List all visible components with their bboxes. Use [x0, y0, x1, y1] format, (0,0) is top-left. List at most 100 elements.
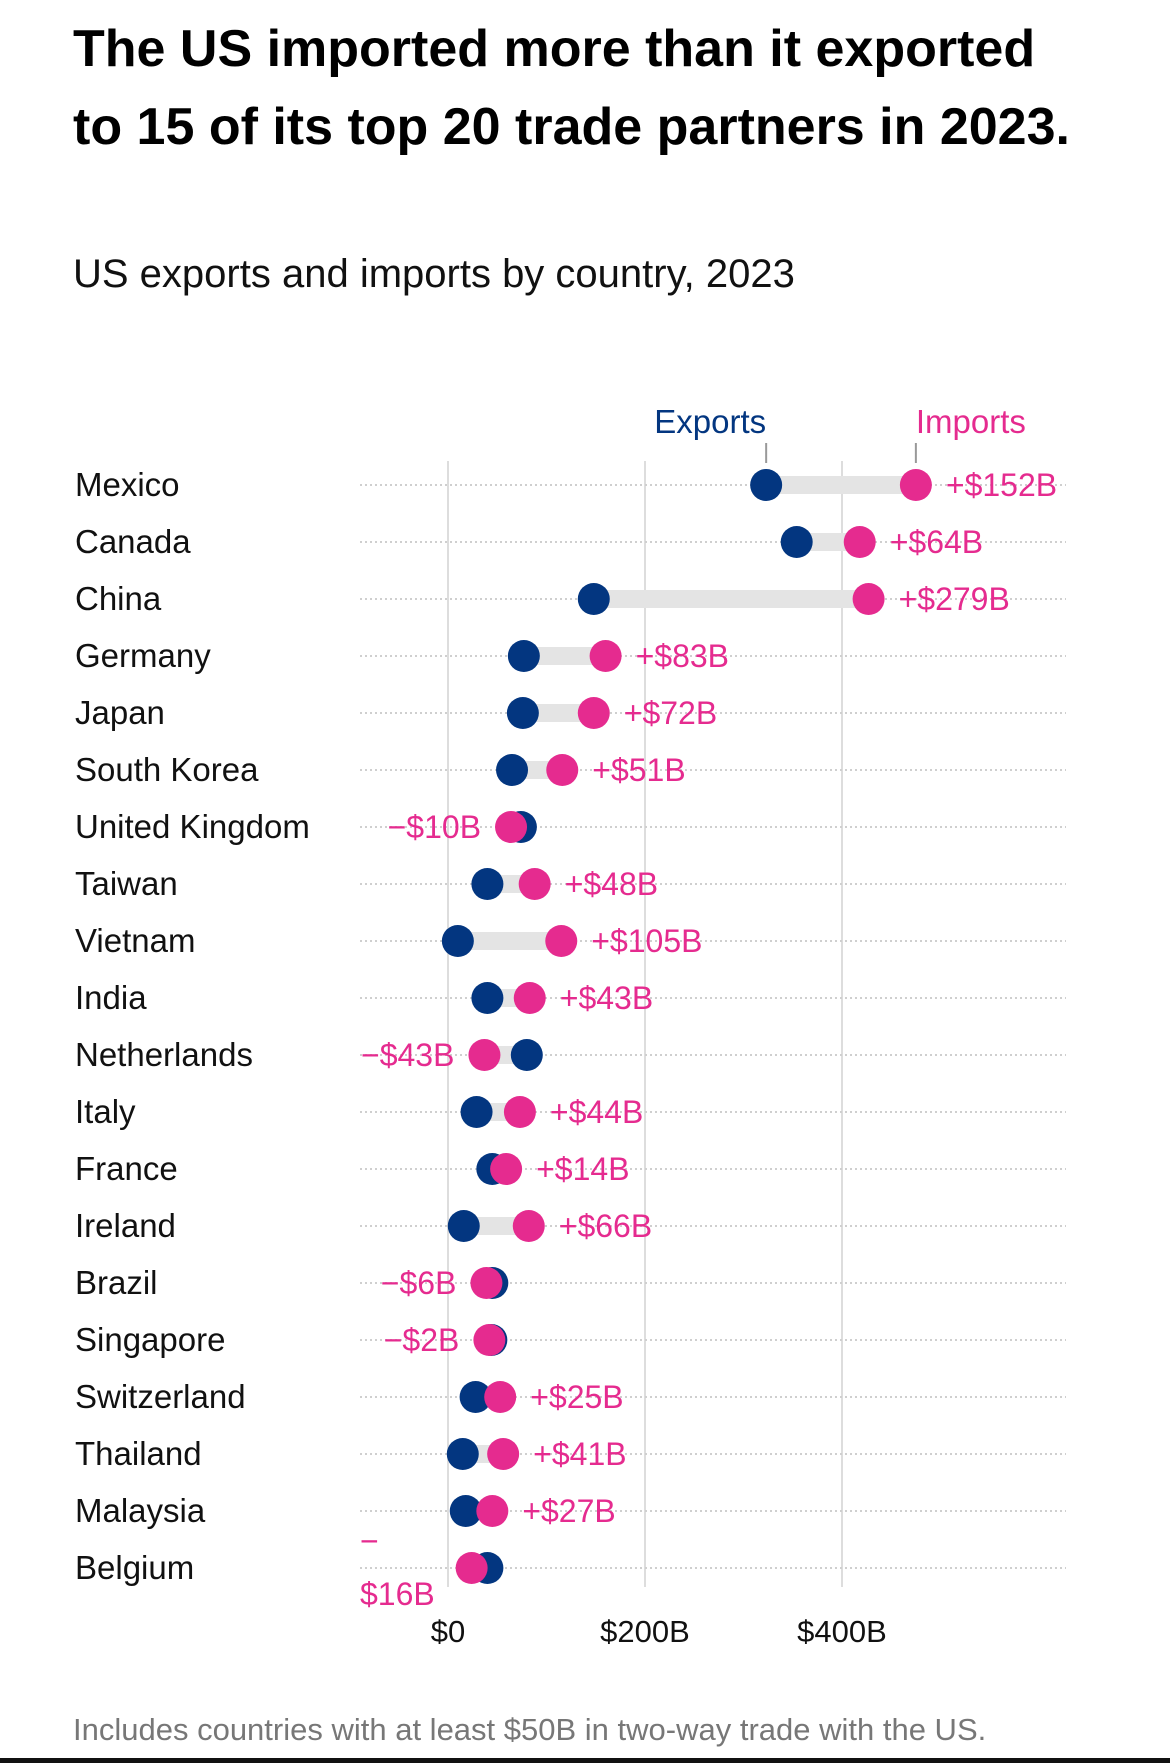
- row-japan: Japan +$72B: [75, 694, 1066, 731]
- balance-label: +$48B: [565, 866, 658, 902]
- exports-dot: [446, 1438, 479, 1470]
- balance-label: +$66B: [559, 1208, 652, 1244]
- balance-label: +$41B: [533, 1436, 626, 1472]
- row-united-kingdom: United Kingdom −$10B: [75, 808, 1066, 845]
- exports-dot: [441, 925, 474, 957]
- country-label: Belgium: [75, 1549, 194, 1586]
- row-mexico: Mexico +$152B: [75, 466, 1066, 503]
- row-netherlands: Netherlands −$43B: [75, 1036, 1066, 1073]
- imports-dot: [468, 1039, 501, 1071]
- bottom-rule: [0, 1758, 1170, 1763]
- country-label: Singapore: [75, 1321, 225, 1358]
- imports-dot: [843, 526, 876, 558]
- country-label: Malaysia: [75, 1492, 206, 1529]
- balance-label: +$44B: [550, 1094, 643, 1130]
- row-taiwan: Taiwan +$48B: [75, 865, 1066, 902]
- balance-label-sign: −: [360, 1523, 379, 1559]
- country-label: Netherlands: [75, 1036, 253, 1073]
- row-switzerland: Switzerland +$25B: [75, 1378, 1066, 1415]
- balance-label: −$10B: [388, 809, 481, 845]
- row-france: France +$14B: [75, 1150, 1066, 1187]
- country-label: Canada: [75, 523, 191, 560]
- exports-dot: [506, 697, 539, 729]
- exports-dot: [447, 1210, 480, 1242]
- row-ireland: Ireland +$66B: [75, 1207, 1066, 1244]
- exports-dot: [471, 868, 504, 900]
- exports-dot: [460, 1096, 493, 1128]
- country-label: Germany: [75, 637, 211, 674]
- country-label: Ireland: [75, 1207, 176, 1244]
- country-label: Brazil: [75, 1264, 158, 1301]
- row-brazil: Brazil −$6B: [75, 1264, 1066, 1301]
- exports-dot: [507, 640, 540, 672]
- legend-exports: Exports: [654, 403, 766, 440]
- x-tick-label: $200B: [600, 1614, 690, 1649]
- country-label: Italy: [75, 1093, 136, 1130]
- exports-dot: [780, 526, 813, 558]
- balance-label: +$279B: [899, 581, 1010, 617]
- imports-dot: [495, 811, 528, 843]
- balance-label: −$6B: [381, 1265, 457, 1301]
- country-label: United Kingdom: [75, 808, 310, 845]
- imports-dot: [473, 1324, 506, 1356]
- imports-dot: [518, 868, 551, 900]
- balance-label: +$64B: [890, 524, 983, 560]
- x-tick-label: $0: [431, 1614, 465, 1649]
- country-label: Vietnam: [75, 922, 195, 959]
- imports-dot: [546, 754, 579, 786]
- imports-dot: [455, 1552, 488, 1584]
- exports-dot: [449, 1495, 482, 1527]
- row-china: China +$279B: [75, 580, 1066, 617]
- balance-label: +$83B: [636, 638, 729, 674]
- imports-dot: [545, 925, 578, 957]
- imports-dot: [577, 697, 610, 729]
- exports-dot: [750, 469, 783, 501]
- legend-imports: Imports: [916, 403, 1026, 440]
- imports-dot: [503, 1096, 536, 1128]
- footnote: Includes countries with at least $50B in…: [73, 1712, 987, 1747]
- imports-dot: [487, 1438, 520, 1470]
- balance-label-amount: $16B: [360, 1576, 435, 1612]
- country-label: Taiwan: [75, 865, 178, 902]
- balance-label: −$43B: [361, 1037, 454, 1073]
- row-thailand: Thailand +$41B: [75, 1435, 1066, 1472]
- country-label: Switzerland: [75, 1378, 246, 1415]
- balance-label: +$25B: [530, 1379, 623, 1415]
- row-south-korea: South Korea +$51B: [75, 751, 1066, 788]
- chart-title: The US imported more than it exported to…: [73, 20, 1070, 156]
- exports-dot: [577, 583, 610, 615]
- country-label: Thailand: [75, 1435, 202, 1472]
- row-india: India +$43B: [75, 979, 1066, 1016]
- exports-dot: [459, 1381, 492, 1413]
- chart-subtitle: US exports and imports by country, 2023: [73, 252, 795, 296]
- balance-label: − $16B: [360, 1523, 435, 1612]
- row-belgium: Belgium − $16B: [75, 1523, 1066, 1612]
- imports-dot: [490, 1153, 523, 1185]
- imports-dot: [589, 640, 622, 672]
- imports-dot: [512, 1210, 545, 1242]
- x-tick-label: $400B: [797, 1614, 887, 1649]
- balance-label: +$152B: [946, 467, 1057, 503]
- imports-dot: [484, 1381, 517, 1413]
- country-label: India: [75, 979, 147, 1016]
- balance-label: −$2B: [384, 1322, 460, 1358]
- balance-label: +$72B: [624, 695, 717, 731]
- country-label: Mexico: [75, 466, 180, 503]
- row-canada: Canada +$64B: [75, 523, 1066, 560]
- row-germany: Germany +$83B: [75, 637, 1066, 674]
- row-malaysia: Malaysia +$27B: [75, 1492, 1066, 1529]
- balance-label: +$105B: [591, 923, 702, 959]
- balance-label: +$27B: [522, 1493, 615, 1529]
- exports-dot: [510, 1039, 543, 1071]
- imports-dot: [470, 1267, 503, 1299]
- exports-dot: [496, 754, 529, 786]
- exports-dot: [471, 982, 504, 1014]
- country-label: France: [75, 1150, 178, 1187]
- row-vietnam: Vietnam +$105B: [75, 922, 1066, 959]
- row-singapore: Singapore −$2B: [75, 1321, 1066, 1358]
- imports-dot: [899, 469, 932, 501]
- imports-dot: [852, 583, 885, 615]
- country-label: South Korea: [75, 751, 259, 788]
- imports-dot: [476, 1495, 509, 1527]
- country-label: Japan: [75, 694, 165, 731]
